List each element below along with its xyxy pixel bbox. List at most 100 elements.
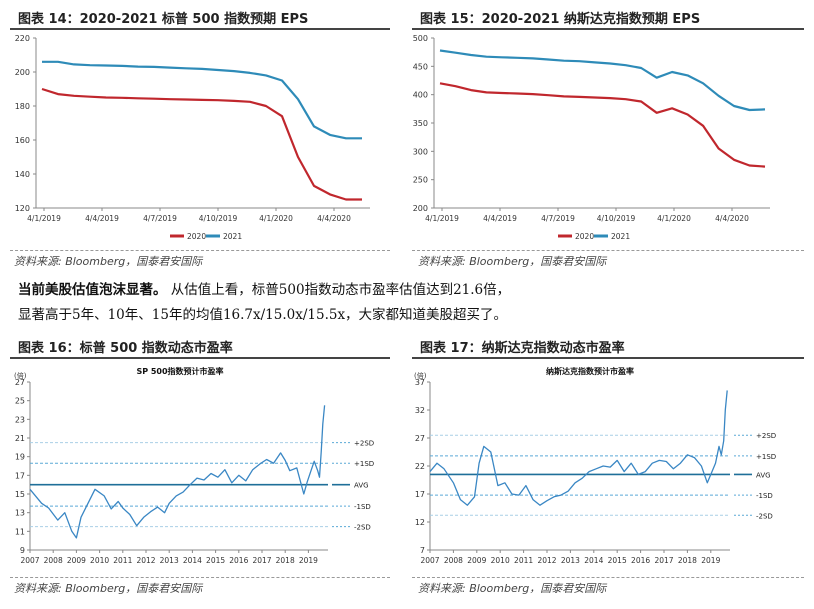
band-label-minus1: -1SD [354, 503, 371, 511]
legend-label-2020: 2020 [575, 232, 594, 241]
x-tick-label: 4/1/2019 [425, 214, 459, 223]
y-tick-label: 22 [415, 462, 425, 471]
y-tick-label: 200 [413, 204, 428, 213]
figure-15-rule [412, 28, 804, 30]
y-tick-label: 7 [420, 546, 425, 555]
legend-label-2020: 2020 [187, 232, 206, 241]
paragraph-lead: 当前美股估值泡沫显著。 [18, 282, 167, 298]
y-tick-label: 27 [15, 378, 25, 387]
x-tick-label: 4/4/2019 [483, 214, 517, 223]
pe-sp500-chart: SP 500指数预计市盈率 (倍) 9 11 13 15 17 19 21 23 25 27 2007 2… [14, 366, 374, 565]
chart-title: 纳斯达克指数预计市盈率 [546, 366, 634, 376]
band-label-avg: AVG [354, 482, 369, 490]
x-tick-label: 2015 [608, 556, 627, 565]
band-label-plus1: +1SD [354, 460, 374, 468]
x-tick-label: 2011 [514, 556, 533, 565]
band-label-avg: AVG [756, 471, 771, 479]
x-tick-label: 4/1/2020 [259, 214, 293, 223]
x-tick-label: 2019 [701, 556, 720, 565]
x-tick-label: 2018 [678, 556, 697, 565]
y-tick-label: 12 [415, 518, 425, 527]
x-tick-label: 2008 [444, 556, 463, 565]
x-tick-label: 4/4/2020 [317, 214, 351, 223]
figure-14-title: 图表 14：2020-2021 标普 500 指数预期 EPS [18, 12, 309, 27]
figure-17-title: 图表 17：纳斯达克指数动态市盈率 [420, 341, 625, 356]
band-label-minus2: -2SD [756, 512, 773, 520]
y-tick-label: 160 [15, 136, 30, 145]
y-tick-label: 17 [15, 471, 25, 480]
x-tick-label: 4/10/2019 [597, 214, 636, 223]
paragraph-line-2: 显著高于5年、10年、15年的均值16.7x/15.0x/15.5x，大家都知道… [18, 307, 508, 323]
pe-nasdaq-chart: 纳斯达克指数预计市盈率 (倍) 7 12 17 22 27 32 37 2007 2008 2009 2… [414, 366, 776, 565]
unit-label: (倍) [414, 371, 427, 380]
x-tick-label: 2019 [299, 556, 318, 565]
y-tick-label: 300 [413, 147, 428, 156]
y-tick-label: 15 [15, 490, 25, 499]
x-tick-label: 2015 [206, 556, 225, 565]
legend-label-2021: 2021 [611, 232, 630, 241]
legend-label-2021: 2021 [223, 232, 242, 241]
y-tick-label: 32 [415, 406, 425, 415]
series-line-2021 [439, 49, 766, 112]
figure-16-title: 图表 16：标普 500 指数动态市盈率 [18, 341, 233, 356]
y-tick-label: 25 [15, 397, 25, 406]
figure-14-source-rule [10, 250, 390, 251]
band-label-plus2: +2SD [354, 440, 374, 448]
unit-label: (倍) [14, 371, 27, 380]
x-tick-label: 2010 [491, 556, 510, 565]
figure-17-source: 资料来源: Bloomberg，国泰君安国际 [418, 582, 607, 595]
paragraph-line-1: 当前美股估值泡沫显著。 从估值上看，标普500指数动态市盈率估值达到21.6倍， [18, 278, 510, 298]
y-tick-label: 17 [415, 490, 425, 499]
pe-series-line [429, 390, 728, 506]
y-tick-label: 400 [413, 91, 428, 100]
figure-15-source-rule [412, 250, 804, 251]
x-tick-label: 2014 [183, 556, 202, 565]
x-tick-label: 2009 [67, 556, 86, 565]
figure-15-title: 图表 15：2020-2021 纳斯达克指数预期 EPS [420, 12, 701, 27]
figure-15-source: 资料来源: Bloomberg，国泰君安国际 [418, 255, 607, 268]
x-tick-label: 2008 [44, 556, 63, 565]
pe-series-line [29, 405, 326, 539]
y-tick-label: 200 [15, 68, 30, 77]
y-tick-label: 13 [15, 509, 25, 518]
figure-16-source-rule [10, 577, 390, 578]
y-tick-label: 9 [20, 546, 25, 555]
paragraph-line-1-text: 从估值上看，标普500指数动态市盈率估值达到21.6倍， [170, 282, 511, 298]
x-tick-label: 2007 [20, 556, 39, 565]
x-tick-label: 2014 [584, 556, 603, 565]
y-tick-label: 180 [15, 102, 30, 111]
y-tick-label: 120 [15, 204, 30, 213]
x-tick-label: 2007 [420, 556, 439, 565]
x-tick-label: 2017 [252, 556, 271, 565]
x-tick-label: 4/7/2019 [143, 214, 177, 223]
x-tick-label: 4/4/2020 [715, 214, 749, 223]
band-label-minus1: -1SD [756, 492, 773, 500]
series-line-2020 [41, 87, 362, 201]
band-label-minus2: -2SD [354, 524, 371, 532]
y-tick-label: 140 [15, 170, 30, 179]
x-tick-label: 2012 [537, 556, 556, 565]
y-tick-label: 450 [413, 62, 428, 71]
x-tick-label: 2011 [113, 556, 132, 565]
y-tick-label: 23 [15, 415, 25, 424]
figure-14-source: 资料来源: Bloomberg，国泰君安国际 [14, 255, 203, 268]
x-tick-label: 4/4/2019 [85, 214, 119, 223]
y-tick-label: 11 [15, 527, 25, 536]
y-tick-label: 27 [415, 434, 425, 443]
x-tick-label: 2016 [229, 556, 248, 565]
x-tick-label: 4/10/2019 [199, 214, 238, 223]
figure-16-rule [10, 357, 390, 359]
y-tick-label: 500 [413, 34, 428, 43]
x-tick-label: 4/1/2019 [27, 214, 61, 223]
y-tick-label: 220 [15, 34, 30, 43]
x-tick-label: 2013 [561, 556, 580, 565]
band-label-plus1: +1SD [756, 453, 776, 461]
series-line-2020 [439, 82, 766, 168]
y-tick-label: 350 [413, 119, 428, 128]
series-line-2021 [42, 60, 362, 140]
y-tick-label: 37 [415, 378, 425, 387]
x-tick-label: 2017 [654, 556, 673, 565]
figure-16-source: 资料来源: Bloomberg，国泰君安国际 [14, 582, 203, 595]
x-tick-label: 2016 [631, 556, 650, 565]
chart-title: SP 500指数预计市盈率 [136, 366, 223, 376]
